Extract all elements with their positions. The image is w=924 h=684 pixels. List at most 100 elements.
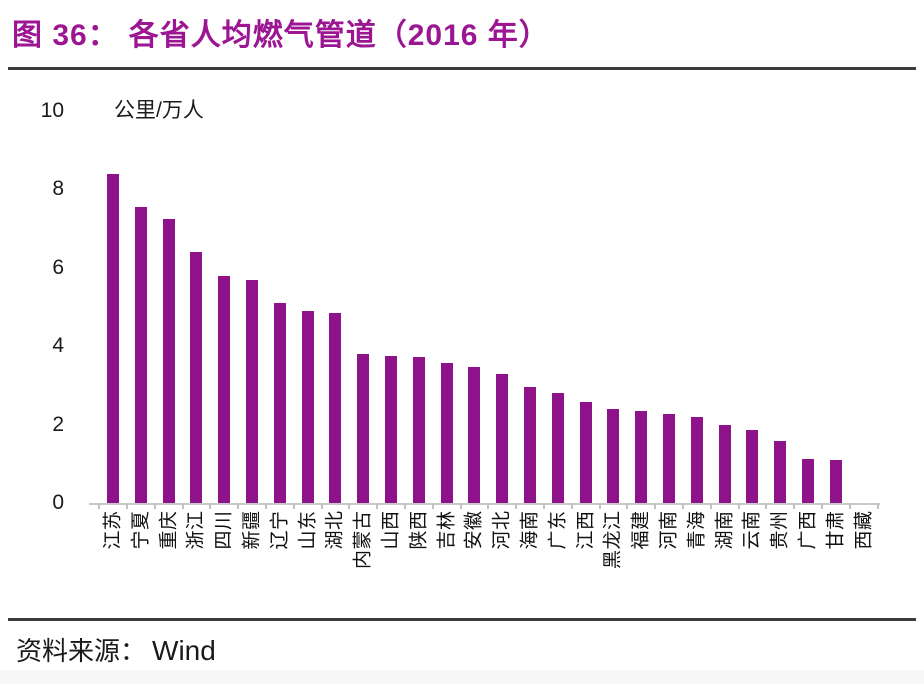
x-axis-category-label: 贵州: [769, 510, 791, 550]
x-axis-category-label: 辽宁: [269, 510, 291, 550]
x-axis-tick: [376, 503, 379, 509]
bar: [273, 303, 286, 503]
bar: [718, 424, 731, 503]
x-axis-category-label: 江苏: [102, 510, 124, 550]
x-axis-tick: [876, 503, 879, 509]
x-axis-tick: [654, 503, 657, 509]
x-axis-category-label: 河南: [658, 510, 680, 550]
x-axis-tick: [598, 503, 601, 509]
x-axis-category-label: 陕西: [408, 510, 430, 550]
bar: [579, 402, 592, 503]
top-divider-line: [8, 67, 916, 70]
x-axis-category-label: 湖北: [324, 510, 346, 550]
x-axis-tick: [793, 503, 796, 509]
x-axis-category-label: 安徽: [463, 510, 485, 550]
figure-name-text: 各省人均燃气管道（2016 年）: [128, 19, 550, 52]
x-axis-tick: [403, 503, 406, 509]
x-axis-tick: [848, 503, 851, 509]
bottom-divider-line: [8, 618, 916, 621]
y-axis-tick-label: 0: [52, 491, 64, 514]
x-axis-tick: [98, 503, 101, 509]
x-axis-category-label: 广东: [547, 510, 569, 550]
bar: [524, 387, 536, 503]
y-axis-tick-label: 4: [52, 334, 64, 358]
bar: [301, 310, 314, 503]
x-axis-tick: [209, 503, 212, 509]
bar: [774, 441, 787, 503]
x-axis-category-label: 新疆: [241, 510, 263, 550]
x-axis-tick: [431, 503, 434, 509]
x-axis-category-label: 河北: [491, 510, 513, 550]
x-axis-tick: [237, 503, 240, 509]
bar: [162, 218, 175, 503]
x-axis-tick: [487, 503, 490, 509]
bar: [607, 408, 620, 503]
x-axis-category-label: 西藏: [853, 510, 875, 550]
y-axis-tick-label: 6: [52, 255, 64, 279]
x-axis-category-label: 内蒙古: [352, 510, 374, 570]
y-axis-tick-label: 8: [52, 177, 64, 201]
x-axis-tick: [459, 503, 462, 509]
bar: [357, 354, 370, 503]
x-axis-category-label: 青海: [686, 510, 708, 550]
x-axis-tick: [320, 503, 323, 509]
x-axis-category-label: 宁夏: [130, 510, 152, 550]
bar: [802, 458, 814, 503]
bar: [190, 252, 203, 503]
x-axis-category-label: 海南: [519, 510, 541, 550]
x-axis-category-label: 重庆: [158, 510, 180, 550]
x-axis-tick: [153, 503, 156, 509]
x-axis-category-label: 浙江: [185, 510, 207, 550]
y-axis-tick-label: 2: [52, 412, 64, 436]
bar: [468, 366, 481, 503]
bar: [496, 373, 509, 503]
bar: [440, 362, 453, 503]
x-axis-category-label: 江西: [575, 510, 597, 550]
x-axis-tick: [181, 503, 184, 509]
y-axis-tick-label: 10: [40, 99, 64, 122]
bar: [746, 429, 759, 503]
bar: [663, 414, 675, 503]
x-axis-category-label: 吉林: [436, 510, 458, 550]
figure-title: 图 36： 各省人均燃气管道（2016 年）: [12, 10, 550, 54]
bar: [107, 173, 119, 503]
x-axis-tick: [264, 503, 267, 509]
bar: [829, 459, 842, 503]
x-axis-line: [89, 503, 880, 505]
x-axis-tick: [292, 503, 295, 509]
source-label: 资料来源：: [16, 637, 147, 666]
x-axis-category-label: 四川: [213, 510, 235, 550]
y-axis-unit-label: 公里/万人: [114, 99, 204, 122]
x-axis-category-label: 山西: [380, 510, 402, 550]
x-axis-category-label: 福建: [630, 510, 652, 550]
x-axis-tick: [125, 503, 128, 509]
x-axis-category-label: 湖南: [714, 510, 736, 550]
x-axis-tick: [570, 503, 573, 509]
bar: [246, 279, 258, 503]
x-axis-category-label: 黑龙江: [602, 510, 624, 570]
bar: [218, 275, 231, 503]
x-axis-tick: [820, 503, 823, 509]
x-axis-category-label: 云南: [741, 510, 763, 550]
x-axis-tick: [681, 503, 684, 509]
bar: [329, 312, 342, 503]
x-axis-tick: [737, 503, 740, 509]
x-axis-tick: [515, 503, 518, 509]
bar: [551, 393, 564, 503]
x-axis-tick: [765, 503, 768, 509]
bar: [385, 355, 397, 503]
source-value: Wind: [152, 635, 216, 666]
figure-number-label: 图 36：: [12, 19, 119, 52]
x-axis-tick: [542, 503, 545, 509]
bar: [134, 207, 147, 503]
x-axis-tick: [348, 503, 351, 509]
source-line: 资料来源： Wind: [16, 631, 216, 668]
x-axis-tick: [709, 503, 712, 509]
x-axis-tick: [626, 503, 629, 509]
bar: [635, 410, 648, 503]
x-axis-category-label: 甘肃: [825, 510, 847, 550]
x-axis-category-label: 山东: [297, 510, 319, 550]
page-bottom-strip: [0, 670, 924, 684]
x-axis-category-label: 广西: [797, 510, 819, 550]
